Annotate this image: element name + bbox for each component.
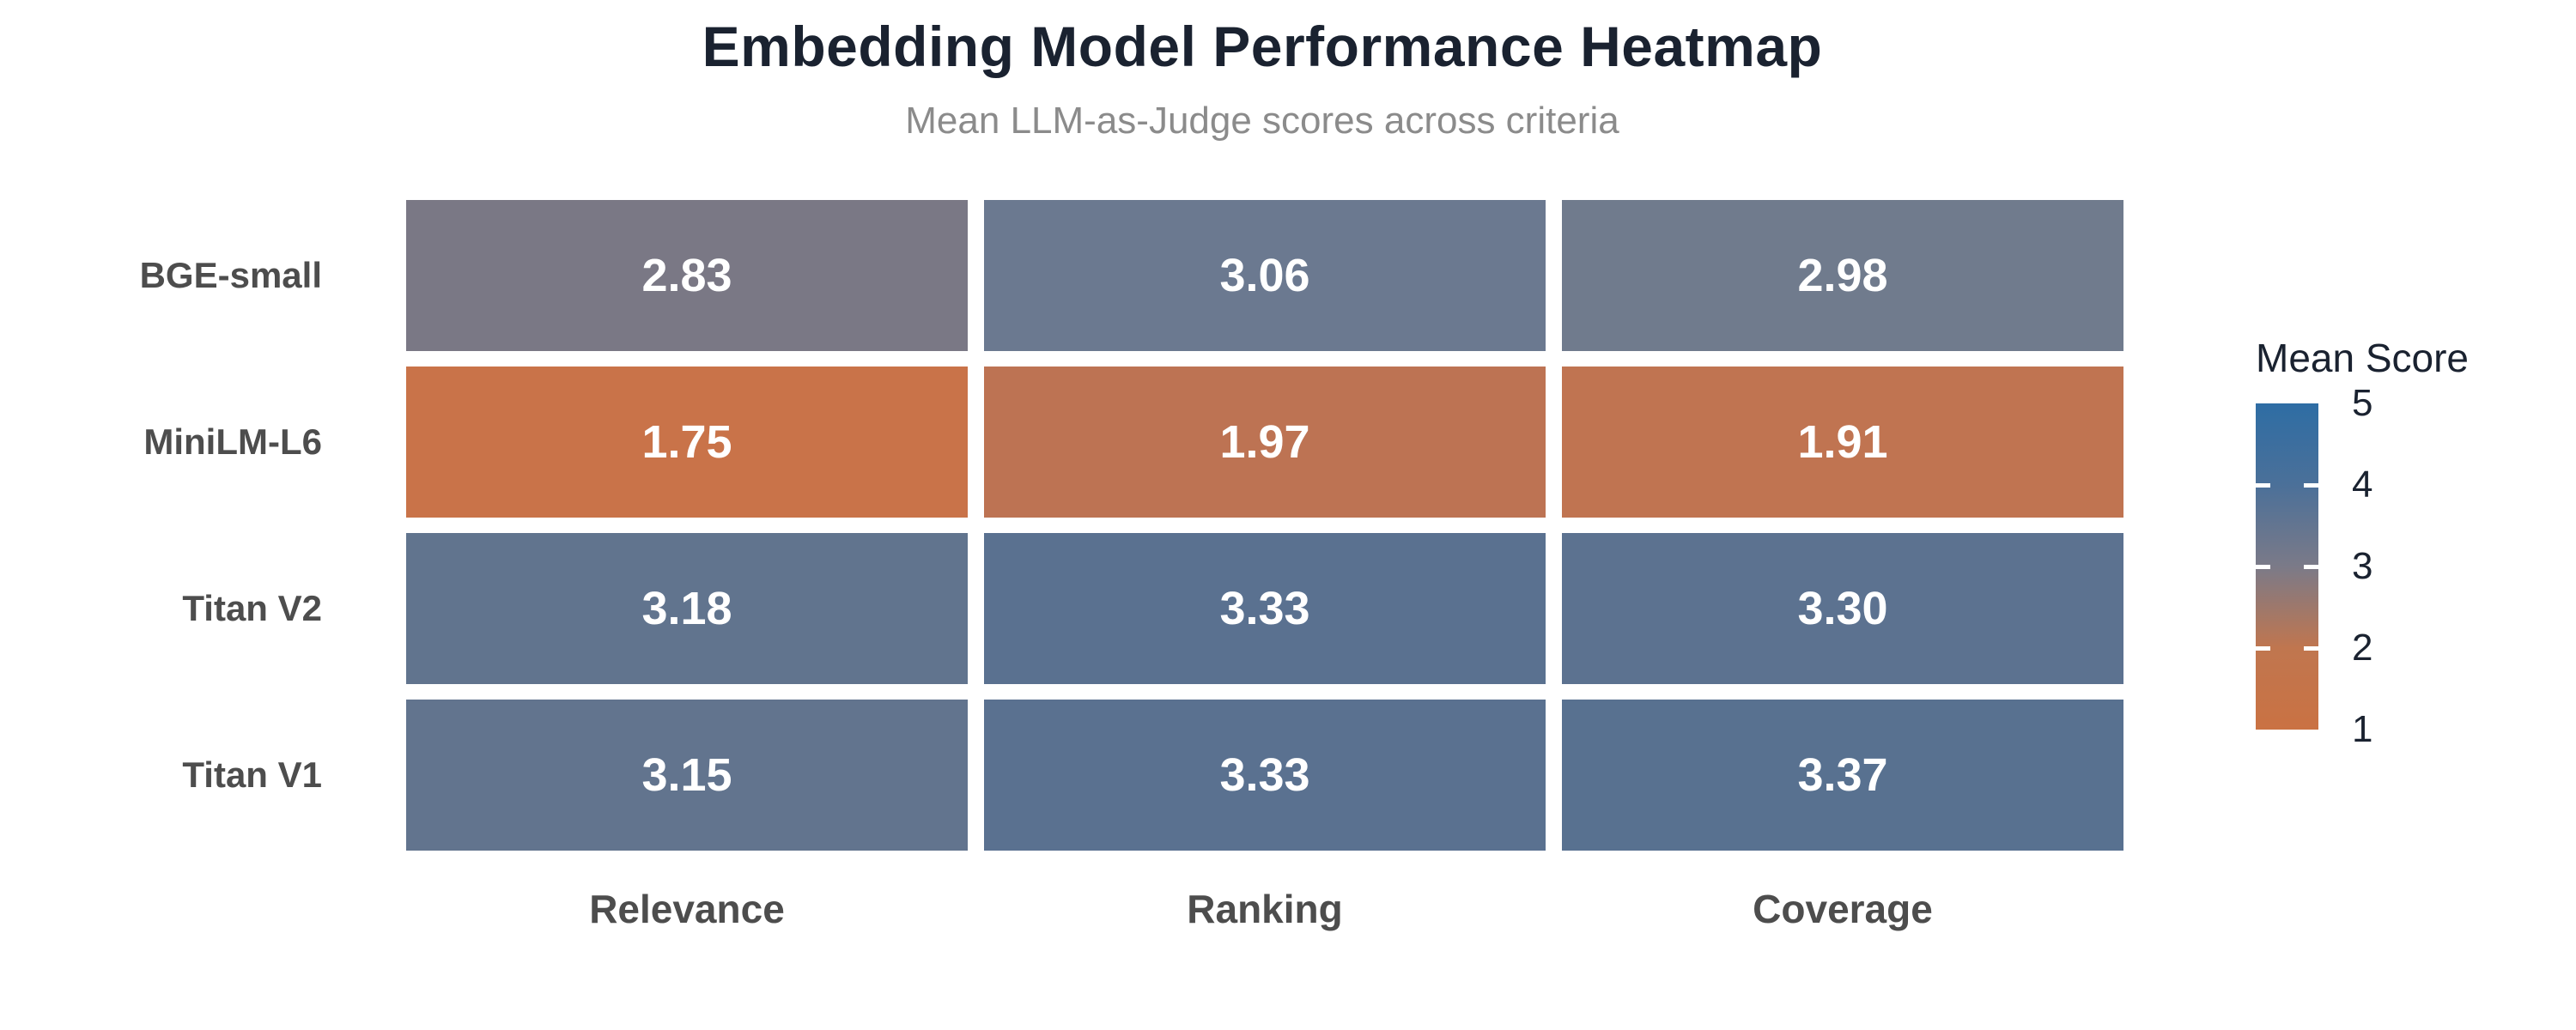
chart-subtitle: Mean LLM-as-Judge scores across criteria — [905, 100, 1619, 142]
x-axis-label: Ranking — [1187, 887, 1343, 931]
legend-title: Mean Score — [2256, 336, 2470, 380]
colorbar-tick — [2256, 565, 2270, 569]
colorbar-tick — [2304, 483, 2318, 488]
cell-value: 1.97 — [1219, 416, 1310, 468]
heatmap-cell: 2.98 — [1562, 200, 2123, 351]
legend-tick-label: 3 — [2352, 545, 2373, 587]
heatmap-cell: 3.18 — [406, 533, 968, 684]
cell-value: 3.18 — [641, 583, 732, 634]
colorbar-tick — [2304, 565, 2318, 569]
heatmap-cell: 3.06 — [984, 200, 1546, 351]
legend-tick-label: 2 — [2352, 627, 2373, 669]
heatmap-grid: 2.83 3.06 2.98 1.75 1.97 1.91 3.18 3.33 3.30 3.15… — [406, 200, 2123, 851]
heatmap-cell: 2.83 — [406, 200, 968, 351]
heatmap-cell: 3.30 — [1562, 533, 2123, 684]
chart-title: Embedding Model Performance Heatmap — [702, 15, 1823, 78]
heatmap-cell: 3.37 — [1562, 700, 2123, 851]
legend-tick-label: 1 — [2352, 708, 2373, 750]
x-axis-label: Coverage — [1753, 887, 1933, 931]
legend-tick-label: 4 — [2352, 464, 2373, 506]
heatmap-cell: 1.97 — [984, 367, 1546, 518]
y-axis-label: Titan V1 — [182, 754, 322, 795]
x-axis-label: Relevance — [589, 887, 785, 931]
cell-value: 3.15 — [641, 749, 732, 801]
colorbar-tick — [2304, 646, 2318, 651]
y-axis-label: Titan V2 — [182, 588, 322, 628]
legend-tick-label: 5 — [2352, 382, 2373, 424]
cell-value: 1.75 — [641, 416, 732, 468]
cell-value: 1.91 — [1797, 416, 1888, 468]
cell-value: 3.33 — [1219, 749, 1310, 801]
heatmap-cell: 3.33 — [984, 533, 1546, 684]
y-axis-label: BGE-small — [139, 255, 322, 295]
heatmap-cell: 3.15 — [406, 700, 968, 851]
cell-value: 2.98 — [1797, 250, 1888, 301]
cell-value: 2.83 — [641, 250, 732, 301]
x-axis-labels: Relevance Ranking Coverage — [406, 886, 2123, 932]
cell-value: 3.06 — [1219, 250, 1310, 301]
colorbar-tick — [2256, 483, 2270, 488]
cell-value: 3.37 — [1797, 749, 1888, 801]
cell-value: 3.33 — [1219, 583, 1310, 634]
heatmap-cell: 1.91 — [1562, 367, 2123, 518]
legend-colorbar — [2256, 403, 2318, 730]
y-axis-labels: BGE-small MiniLM-L6 Titan V2 Titan V1 — [0, 200, 322, 851]
colorbar-tick — [2256, 646, 2270, 651]
cell-value: 3.30 — [1797, 583, 1888, 634]
heatmap-cell: 3.33 — [984, 700, 1546, 851]
y-axis-label: MiniLM-L6 — [143, 421, 322, 462]
heatmap-cell: 1.75 — [406, 367, 968, 518]
